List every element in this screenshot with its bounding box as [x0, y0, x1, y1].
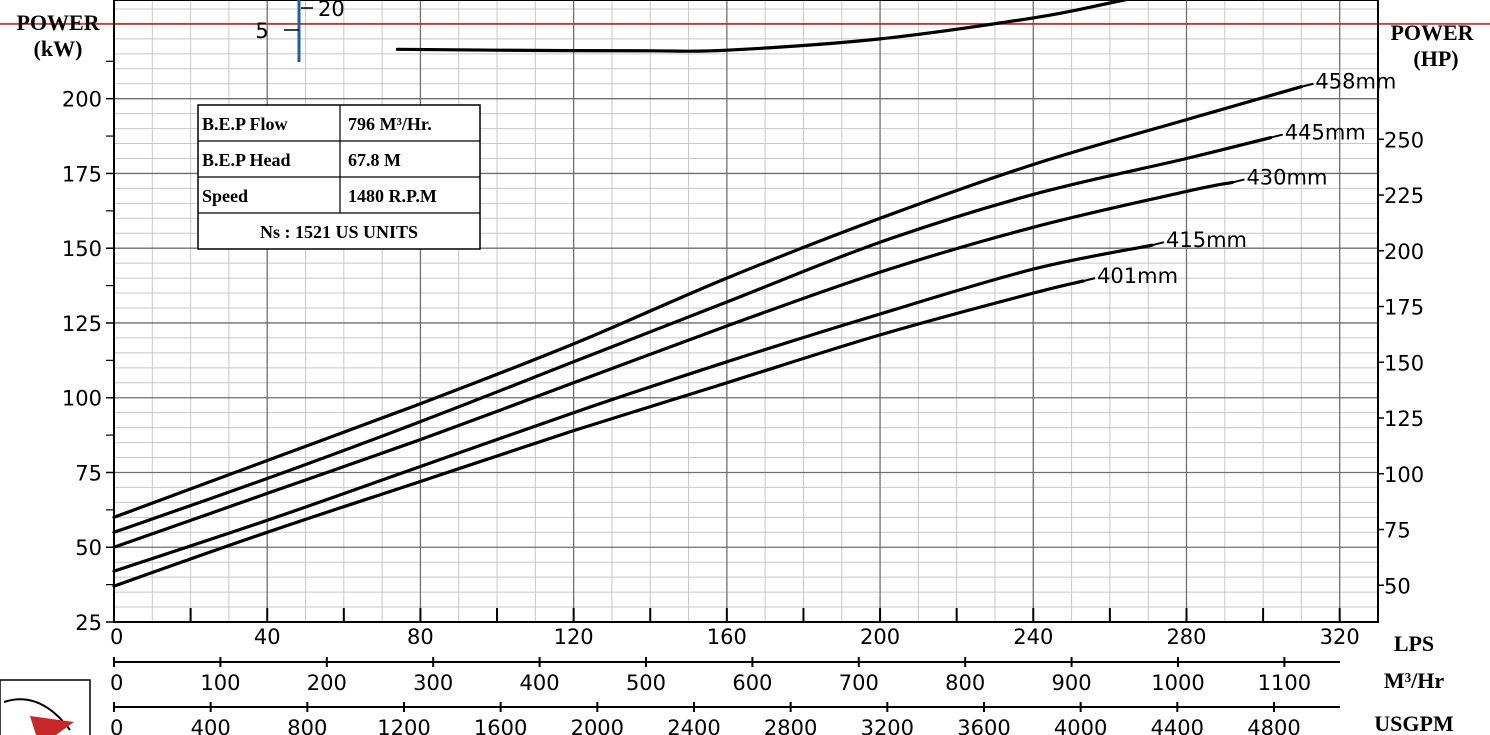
curve-415mm: [112, 243, 1154, 573]
y-left-title-line2: (kW): [34, 36, 83, 61]
x-secondary-tick-label: 700: [839, 671, 879, 695]
y-left-tick-label: 200: [62, 88, 102, 112]
curve-458mm: [112, 85, 1303, 519]
logo-icon: [0, 679, 91, 735]
x-secondary-tick-label: 900: [1052, 671, 1092, 695]
x-lps-tick-label: 160: [707, 625, 747, 649]
x-secondary-tick-label: 4000: [1054, 716, 1107, 735]
upper-scale-label-right: 20: [318, 0, 345, 21]
x-secondary-tick-label: 1100: [1258, 671, 1311, 695]
x-secondary-tick-label: 3200: [861, 716, 914, 735]
y-right-tick-label: 175: [1384, 296, 1424, 320]
y-left-tick-label: 100: [62, 387, 102, 411]
x-secondary-tick-label: 4800: [1247, 716, 1300, 735]
bep-value: 67.8 M: [348, 150, 401, 170]
curve-label-leader: [1151, 241, 1165, 247]
left-y-axis: 25 50 75 100 125 150 175 200 POWER(kW): [16, 10, 114, 635]
y-right-tick-label: 75: [1384, 519, 1411, 543]
y-left-tick-label: 175: [62, 162, 102, 186]
x-secondary-tick-label: 1600: [474, 716, 527, 735]
x-lps-tick-label: 320: [1320, 625, 1360, 649]
curve-label-leader: [1232, 178, 1245, 184]
x-secondary-tick-label: 400: [191, 716, 231, 735]
upper-scale-label-left: 5: [255, 19, 268, 43]
x-secondary-tick-label: 500: [626, 671, 666, 695]
y-left-title-line1: POWER: [16, 10, 100, 35]
y-left-tick-label: 50: [75, 536, 102, 560]
x-lps-tick-label: 200: [860, 625, 900, 649]
x-secondary-tick-label: 1000: [1151, 671, 1204, 695]
y-left-tick-label: 25: [75, 611, 102, 635]
curve-label-leader: [1082, 277, 1096, 283]
curve-label-leader: [1270, 133, 1283, 139]
grid-minor: [114, 0, 1379, 622]
upper-scale: 5 20: [255, 0, 345, 62]
x-lps-tick-label: 0: [110, 625, 123, 649]
y-left-tick-label: 75: [75, 461, 102, 485]
bep-label: Speed: [202, 186, 248, 206]
curve-label-415mm: 415mm: [1166, 228, 1247, 252]
bep-value: 796 M³/Hr.: [348, 114, 432, 134]
x-secondary-tick-label: 3600: [957, 716, 1010, 735]
curve-label-445mm: 445mm: [1285, 121, 1366, 145]
y-right-tick-label: 250: [1384, 128, 1424, 152]
x-secondary-tick-label: 600: [732, 671, 772, 695]
x-secondary-tick-label: 4400: [1151, 716, 1204, 735]
bep-footer: Ns : 1521 US UNITS: [260, 222, 418, 242]
x-lps-tick-label: 40: [254, 625, 281, 649]
x-lps-tick-label: 80: [407, 625, 434, 649]
x-secondary-tick-label: 0: [110, 716, 123, 735]
x-lps-unit: LPS: [1394, 631, 1434, 656]
x-secondary-tick-label: 800: [287, 716, 327, 735]
bep-label: B.E.P Head: [202, 150, 291, 170]
curve-label-401mm: 401mm: [1097, 264, 1178, 288]
power-curves: 458mm 445mm 430mm 415mm 401mm: [112, 70, 1396, 588]
y-left-tick-label: 150: [62, 237, 102, 261]
curve-445mm: [112, 136, 1273, 534]
x-secondary-tick-label: 400: [520, 671, 560, 695]
x-secondary-tick-label: 200: [307, 671, 347, 695]
y-right-tick-label: 125: [1384, 407, 1424, 431]
logo-red-shape: [30, 716, 74, 735]
x-lps-tick-label: 240: [1013, 625, 1053, 649]
y-right-tick-label: 225: [1384, 184, 1424, 208]
curve-401mm: [112, 279, 1085, 588]
plot-frame: [113, 0, 1379, 623]
y-left-tick-label: 125: [62, 312, 102, 336]
y-right-tick-label: 100: [1384, 463, 1424, 487]
bep-table: B.E.P Flow 796 M³/Hr. B.E.P Head 67.8 M Spee…: [197, 104, 481, 250]
x-secondary-tick-label: 800: [945, 671, 985, 695]
x-secondary-tick-label: 0: [110, 671, 123, 695]
x-usgpm-unit: USGPM: [1374, 711, 1454, 735]
x-secondary-tick-label: 100: [200, 671, 240, 695]
y-right-title-line2: (HP): [1413, 46, 1458, 71]
x-secondary-tick-label: 2000: [571, 716, 624, 735]
right-y-axis: 50 75 100 125 150 175 200 225 250 POWER(HP): [1378, 20, 1475, 598]
y-right-tick-label: 50: [1384, 574, 1411, 598]
curve-430mm: [112, 180, 1234, 549]
curve-label-leader: [1301, 82, 1314, 88]
x-secondary-tick-label: 300: [413, 671, 453, 695]
bep-label: B.E.P Flow: [202, 114, 288, 134]
x-secondary-tick-label: 1200: [377, 716, 430, 735]
x-secondary-tick-label: 2400: [667, 716, 720, 735]
curve-label-458mm: 458mm: [1315, 70, 1396, 94]
y-right-tick-label: 150: [1384, 351, 1424, 375]
bep-value: 1480 R.P.M: [348, 186, 437, 206]
y-right-tick-label: 200: [1384, 240, 1424, 264]
x-lps-tick-label: 120: [554, 625, 594, 649]
grid-major: [113, 0, 1378, 623]
x-axes: 0 40 80 120 160 200 240 280 320 LPS 0 100 200 300 400 5…: [110, 608, 1454, 735]
efficiency-curve: [395, 0, 1133, 53]
efficiency-top-curve-group: [395, 0, 1133, 53]
y-right-title-line1: POWER: [1390, 20, 1474, 45]
x-m3hr-unit: M³/Hr: [1384, 668, 1445, 693]
x-secondary-tick-label: 2800: [764, 716, 817, 735]
x-lps-tick-label: 280: [1166, 625, 1206, 649]
curve-label-430mm: 430mm: [1246, 165, 1327, 189]
